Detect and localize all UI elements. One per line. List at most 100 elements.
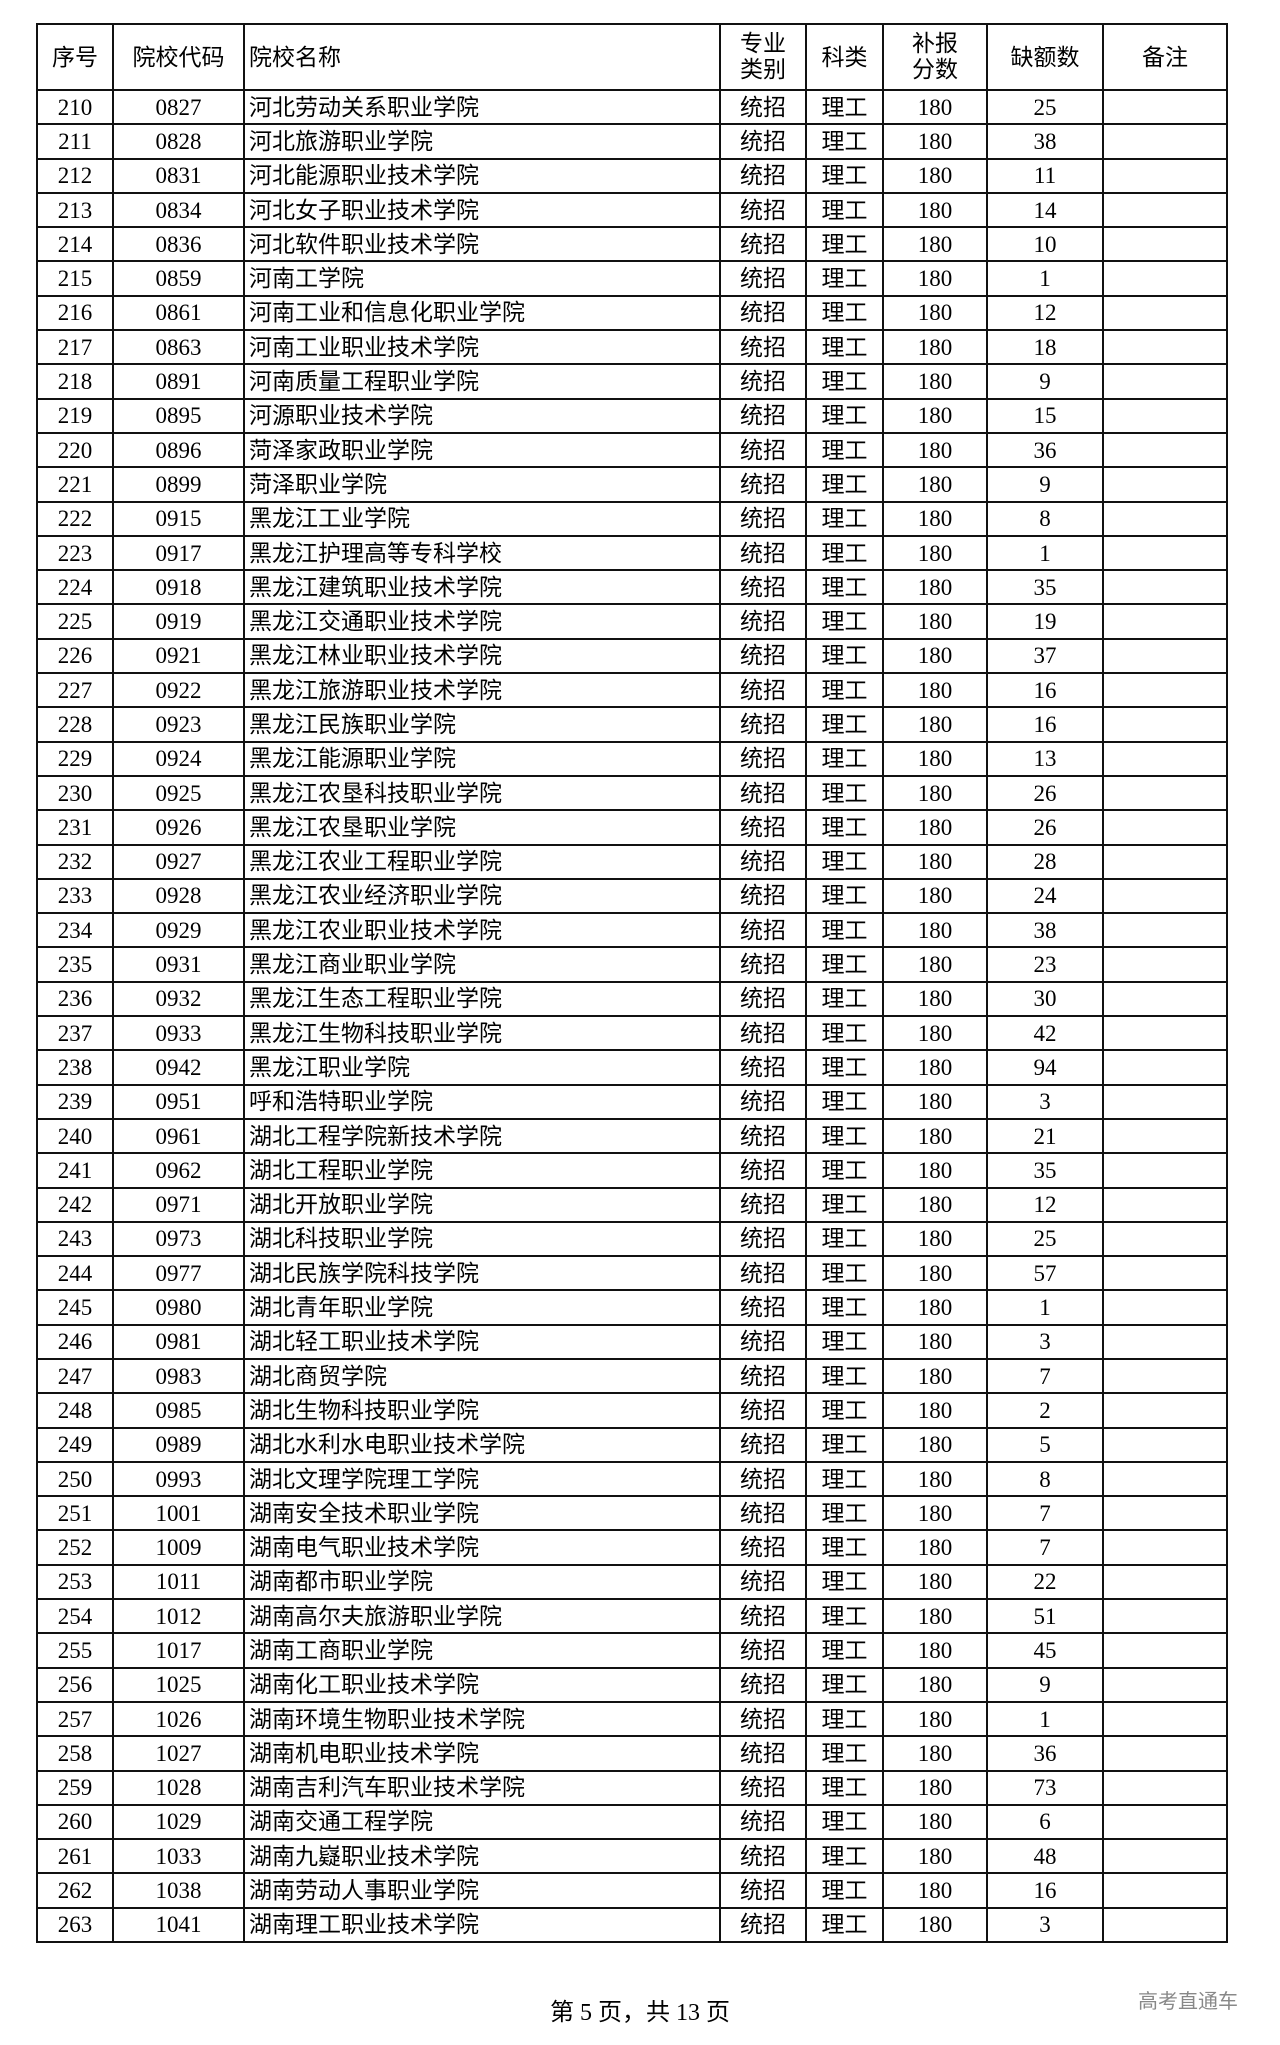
cell-major-type: 统招 <box>719 672 807 709</box>
cell-subject: 理工 <box>805 706 884 743</box>
cell-major-type: 统招 <box>719 637 807 675</box>
cell-remark <box>1102 1460 1228 1498</box>
table-row: 221 0899 菏泽职业学院 统招 理工 180 9 <box>36 466 1228 503</box>
cell-major-type: 统招 <box>719 123 807 160</box>
cell-subject: 理工 <box>805 809 884 846</box>
cell-school-name: 湖南机电职业技术学院 <box>243 1735 721 1772</box>
cell-school-code: 0933 <box>112 1015 245 1052</box>
table-row: 227 0922 黑龙江旅游职业技术学院 统招 理工 180 16 <box>36 672 1228 709</box>
cell-major-type: 统招 <box>719 1117 807 1155</box>
cell-score: 180 <box>882 431 988 469</box>
page-number: 第 5 页，共 13 页 <box>550 2000 730 2026</box>
cell-major-type: 统招 <box>719 1803 807 1841</box>
cell-seq: 250 <box>36 1460 114 1498</box>
cell-remark <box>1102 123 1228 160</box>
table-row: 213 0834 河北女子职业技术学院 统招 理工 180 14 <box>36 191 1228 229</box>
cell-subject: 理工 <box>805 1186 884 1223</box>
column-header-score: 补报 分数 <box>882 23 988 91</box>
cell-remark <box>1102 1872 1228 1909</box>
cell-seq: 263 <box>36 1906 114 1944</box>
cell-score: 180 <box>882 912 988 949</box>
cell-seq: 254 <box>36 1598 114 1635</box>
cell-subject: 理工 <box>805 1049 884 1086</box>
cell-score: 180 <box>882 1015 988 1052</box>
cell-seq: 222 <box>36 500 114 537</box>
cell-major-type: 统招 <box>719 329 807 366</box>
cell-subject: 理工 <box>805 1700 884 1738</box>
cell-vacancy: 14 <box>986 191 1104 229</box>
cell-major-type: 统招 <box>719 1289 807 1326</box>
cell-remark <box>1102 157 1228 194</box>
cell-remark <box>1102 1015 1228 1052</box>
cell-vacancy: 26 <box>986 774 1104 812</box>
cell-school-code: 0932 <box>112 980 245 1018</box>
column-header-seq: 序号 <box>36 23 114 91</box>
cell-school-name: 黑龙江建筑职业技术学院 <box>243 569 721 606</box>
cell-major-type: 统招 <box>719 1186 807 1223</box>
cell-major-type: 统招 <box>719 1323 807 1360</box>
cell-school-code: 0931 <box>112 946 245 983</box>
cell-vacancy: 16 <box>986 672 1104 709</box>
cell-score: 180 <box>882 637 988 675</box>
cell-seq: 255 <box>36 1632 114 1669</box>
cell-major-type: 统招 <box>719 1632 807 1669</box>
cell-score: 180 <box>882 1392 988 1429</box>
cell-remark <box>1102 294 1228 332</box>
cell-remark <box>1102 1220 1228 1258</box>
table-row: 228 0923 黑龙江民族职业学院 统招 理工 180 16 <box>36 706 1228 743</box>
cell-remark <box>1102 1563 1228 1601</box>
cell-vacancy: 5 <box>986 1426 1104 1463</box>
cell-score: 180 <box>882 329 988 366</box>
cell-score: 180 <box>882 1700 988 1738</box>
cell-major-type: 统招 <box>719 1838 807 1875</box>
cell-seq: 218 <box>36 363 114 400</box>
table-row: 246 0981 湖北轻工职业技术学院 统招 理工 180 3 <box>36 1323 1228 1360</box>
cell-school-name: 河北软件职业技术学院 <box>243 226 721 263</box>
cell-school-code: 1028 <box>112 1769 245 1806</box>
cell-school-name: 黑龙江护理高等专科学校 <box>243 534 721 572</box>
cell-vacancy: 12 <box>986 1186 1104 1223</box>
cell-remark <box>1102 1906 1228 1944</box>
cell-score: 180 <box>882 774 988 812</box>
cell-seq: 217 <box>36 329 114 366</box>
cell-seq: 221 <box>36 466 114 503</box>
cell-score: 180 <box>882 569 988 606</box>
cell-subject: 理工 <box>805 946 884 983</box>
table-row: 210 0827 河北劳动关系职业学院 统招 理工 180 25 <box>36 88 1228 126</box>
cell-score: 180 <box>882 466 988 503</box>
cell-remark <box>1102 980 1228 1018</box>
cell-vacancy: 24 <box>986 877 1104 915</box>
cell-seq: 230 <box>36 774 114 812</box>
cell-seq: 236 <box>36 980 114 1018</box>
table-row: 211 0828 河北旅游职业学院 统招 理工 180 38 <box>36 123 1228 160</box>
cell-school-name: 湖南电气职业技术学院 <box>243 1529 721 1566</box>
cell-score: 180 <box>882 1289 988 1326</box>
cell-remark <box>1102 603 1228 640</box>
table-row: 258 1027 湖南机电职业技术学院 统招 理工 180 36 <box>36 1735 1228 1772</box>
cell-vacancy: 38 <box>986 123 1104 160</box>
cell-school-code: 0918 <box>112 569 245 606</box>
table-row: 249 0989 湖北水利水电职业技术学院 统招 理工 180 5 <box>36 1426 1228 1463</box>
cell-vacancy: 35 <box>986 569 1104 606</box>
cell-school-name: 黑龙江民族职业学院 <box>243 706 721 743</box>
cell-subject: 理工 <box>805 1632 884 1669</box>
cell-school-name: 湖南工商职业学院 <box>243 1632 721 1669</box>
table-row: 244 0977 湖北民族学院科技学院 统招 理工 180 57 <box>36 1255 1228 1292</box>
cell-school-name: 湖南高尔夫旅游职业学院 <box>243 1598 721 1635</box>
cell-school-code: 0925 <box>112 774 245 812</box>
cell-subject: 理工 <box>805 1906 884 1944</box>
cell-school-code: 0922 <box>112 672 245 709</box>
cell-school-name: 湖南化工职业技术学院 <box>243 1666 721 1703</box>
cell-vacancy: 35 <box>986 1152 1104 1189</box>
cell-seq: 211 <box>36 123 114 160</box>
cell-remark <box>1102 1049 1228 1086</box>
cell-subject: 理工 <box>805 774 884 812</box>
cell-major-type: 统招 <box>719 1872 807 1909</box>
cell-school-name: 河北女子职业技术学院 <box>243 191 721 229</box>
cell-vacancy: 1 <box>986 260 1104 297</box>
cell-school-code: 1033 <box>112 1838 245 1875</box>
cell-subject: 理工 <box>805 294 884 332</box>
cell-remark <box>1102 500 1228 537</box>
cell-school-code: 0961 <box>112 1117 245 1155</box>
cell-major-type: 统招 <box>719 363 807 400</box>
